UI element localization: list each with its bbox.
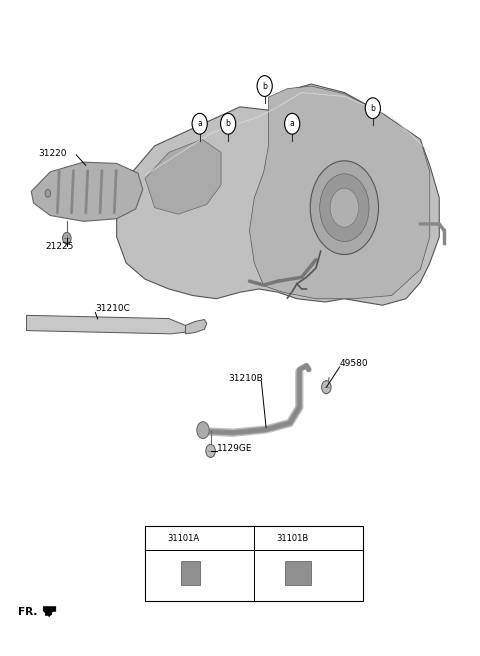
Circle shape [320,174,369,241]
Circle shape [322,380,331,394]
Text: 21225: 21225 [46,241,74,251]
Polygon shape [250,86,430,298]
Circle shape [285,113,300,134]
Polygon shape [31,162,143,221]
Polygon shape [285,561,311,584]
Circle shape [197,422,209,439]
Circle shape [206,444,216,457]
Polygon shape [145,139,221,214]
FancyBboxPatch shape [145,526,363,601]
Circle shape [257,75,272,96]
Polygon shape [43,606,56,617]
Circle shape [310,161,379,255]
Circle shape [45,190,51,197]
Text: b: b [264,535,269,541]
Circle shape [260,529,273,547]
Text: 31210C: 31210C [96,304,130,313]
Text: a: a [156,535,159,541]
Text: b: b [371,104,375,113]
Circle shape [151,529,164,547]
Text: 31101A: 31101A [167,534,199,543]
Text: 1129GE: 1129GE [217,444,253,453]
Text: 31220: 31220 [38,149,67,157]
Circle shape [62,232,71,244]
Polygon shape [26,316,188,334]
Circle shape [330,188,359,227]
Text: a: a [197,119,202,129]
Text: a: a [290,119,295,129]
Text: FR.: FR. [18,607,37,617]
Circle shape [192,113,207,134]
Text: 31210B: 31210B [228,375,263,383]
Text: 49580: 49580 [340,359,368,368]
Text: 31101B: 31101B [276,534,308,543]
Text: b: b [226,119,230,129]
Polygon shape [180,561,200,584]
Polygon shape [117,84,439,305]
Circle shape [365,98,381,119]
Text: b: b [262,81,267,91]
Circle shape [220,113,236,134]
Polygon shape [185,319,207,334]
